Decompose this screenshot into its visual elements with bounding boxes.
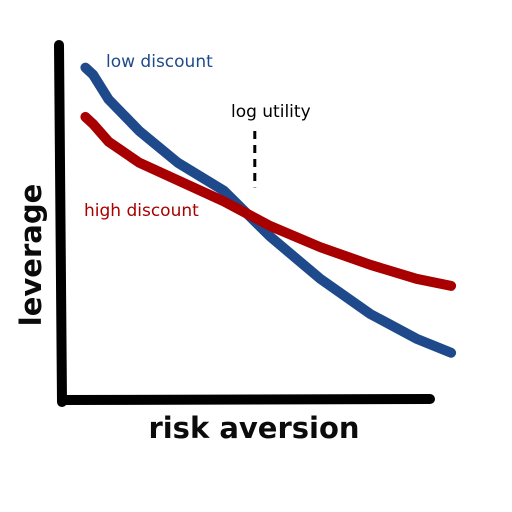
series-line-high-discount	[80, 111, 457, 291]
log-utility-label: log utility	[231, 102, 311, 122]
x-axis-title: risk aversion	[148, 411, 359, 445]
series-label-high-discount: high discount	[84, 201, 199, 221]
y-axis-title: leverage	[14, 184, 48, 326]
axes	[54, 40, 435, 407]
series-layer	[80, 62, 457, 358]
y-axis	[54, 40, 67, 407]
annotation-layer: log utility	[231, 102, 311, 188]
series-label-low-discount: low discount	[106, 52, 213, 72]
x-axis	[57, 394, 435, 405]
series-line-low-discount	[80, 62, 457, 358]
